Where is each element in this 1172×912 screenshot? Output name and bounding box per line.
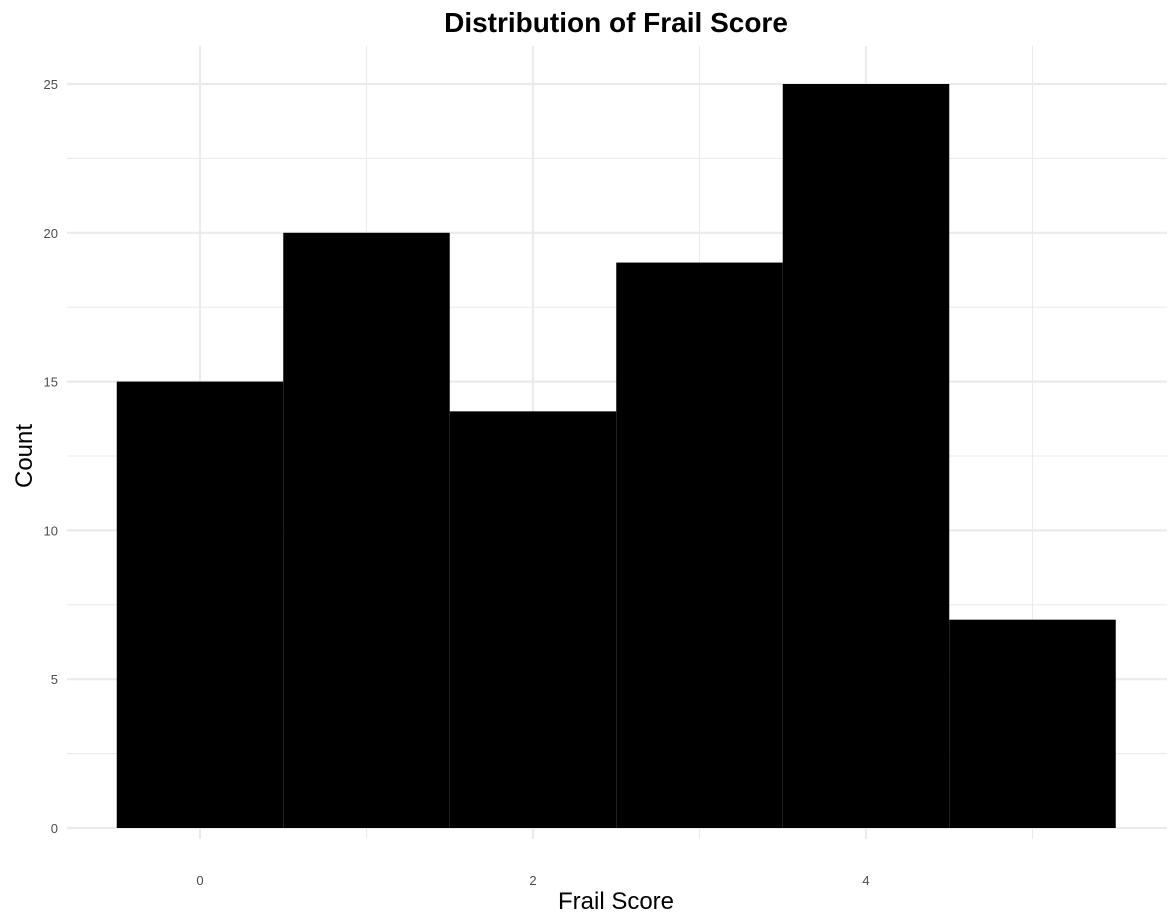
histogram-bar <box>616 262 783 828</box>
histogram-bars <box>116 84 1116 829</box>
x-axis-title: Frail Score <box>558 888 674 912</box>
x-tick-label: 2 <box>529 873 536 888</box>
y-tick-label: 25 <box>44 77 58 92</box>
histogram-bar <box>283 232 450 829</box>
y-tick-label: 10 <box>44 523 58 538</box>
x-tick-label: 0 <box>196 873 203 888</box>
x-tick-label: 4 <box>862 873 869 888</box>
y-tick-label: 15 <box>44 375 58 390</box>
histogram-bar <box>949 619 1116 828</box>
chart-title: Distribution of Frail Score <box>444 7 788 38</box>
y-tick-label: 0 <box>51 821 58 836</box>
tick-labels: 0 2 4 0 5 10 15 20 25 <box>44 77 870 888</box>
y-tick-label: 5 <box>51 672 58 687</box>
histogram-bar <box>782 84 950 828</box>
histogram-bar <box>116 381 284 828</box>
histogram-bar <box>449 411 617 828</box>
y-tick-label: 20 <box>44 226 58 241</box>
y-axis-title: Count <box>11 424 38 488</box>
